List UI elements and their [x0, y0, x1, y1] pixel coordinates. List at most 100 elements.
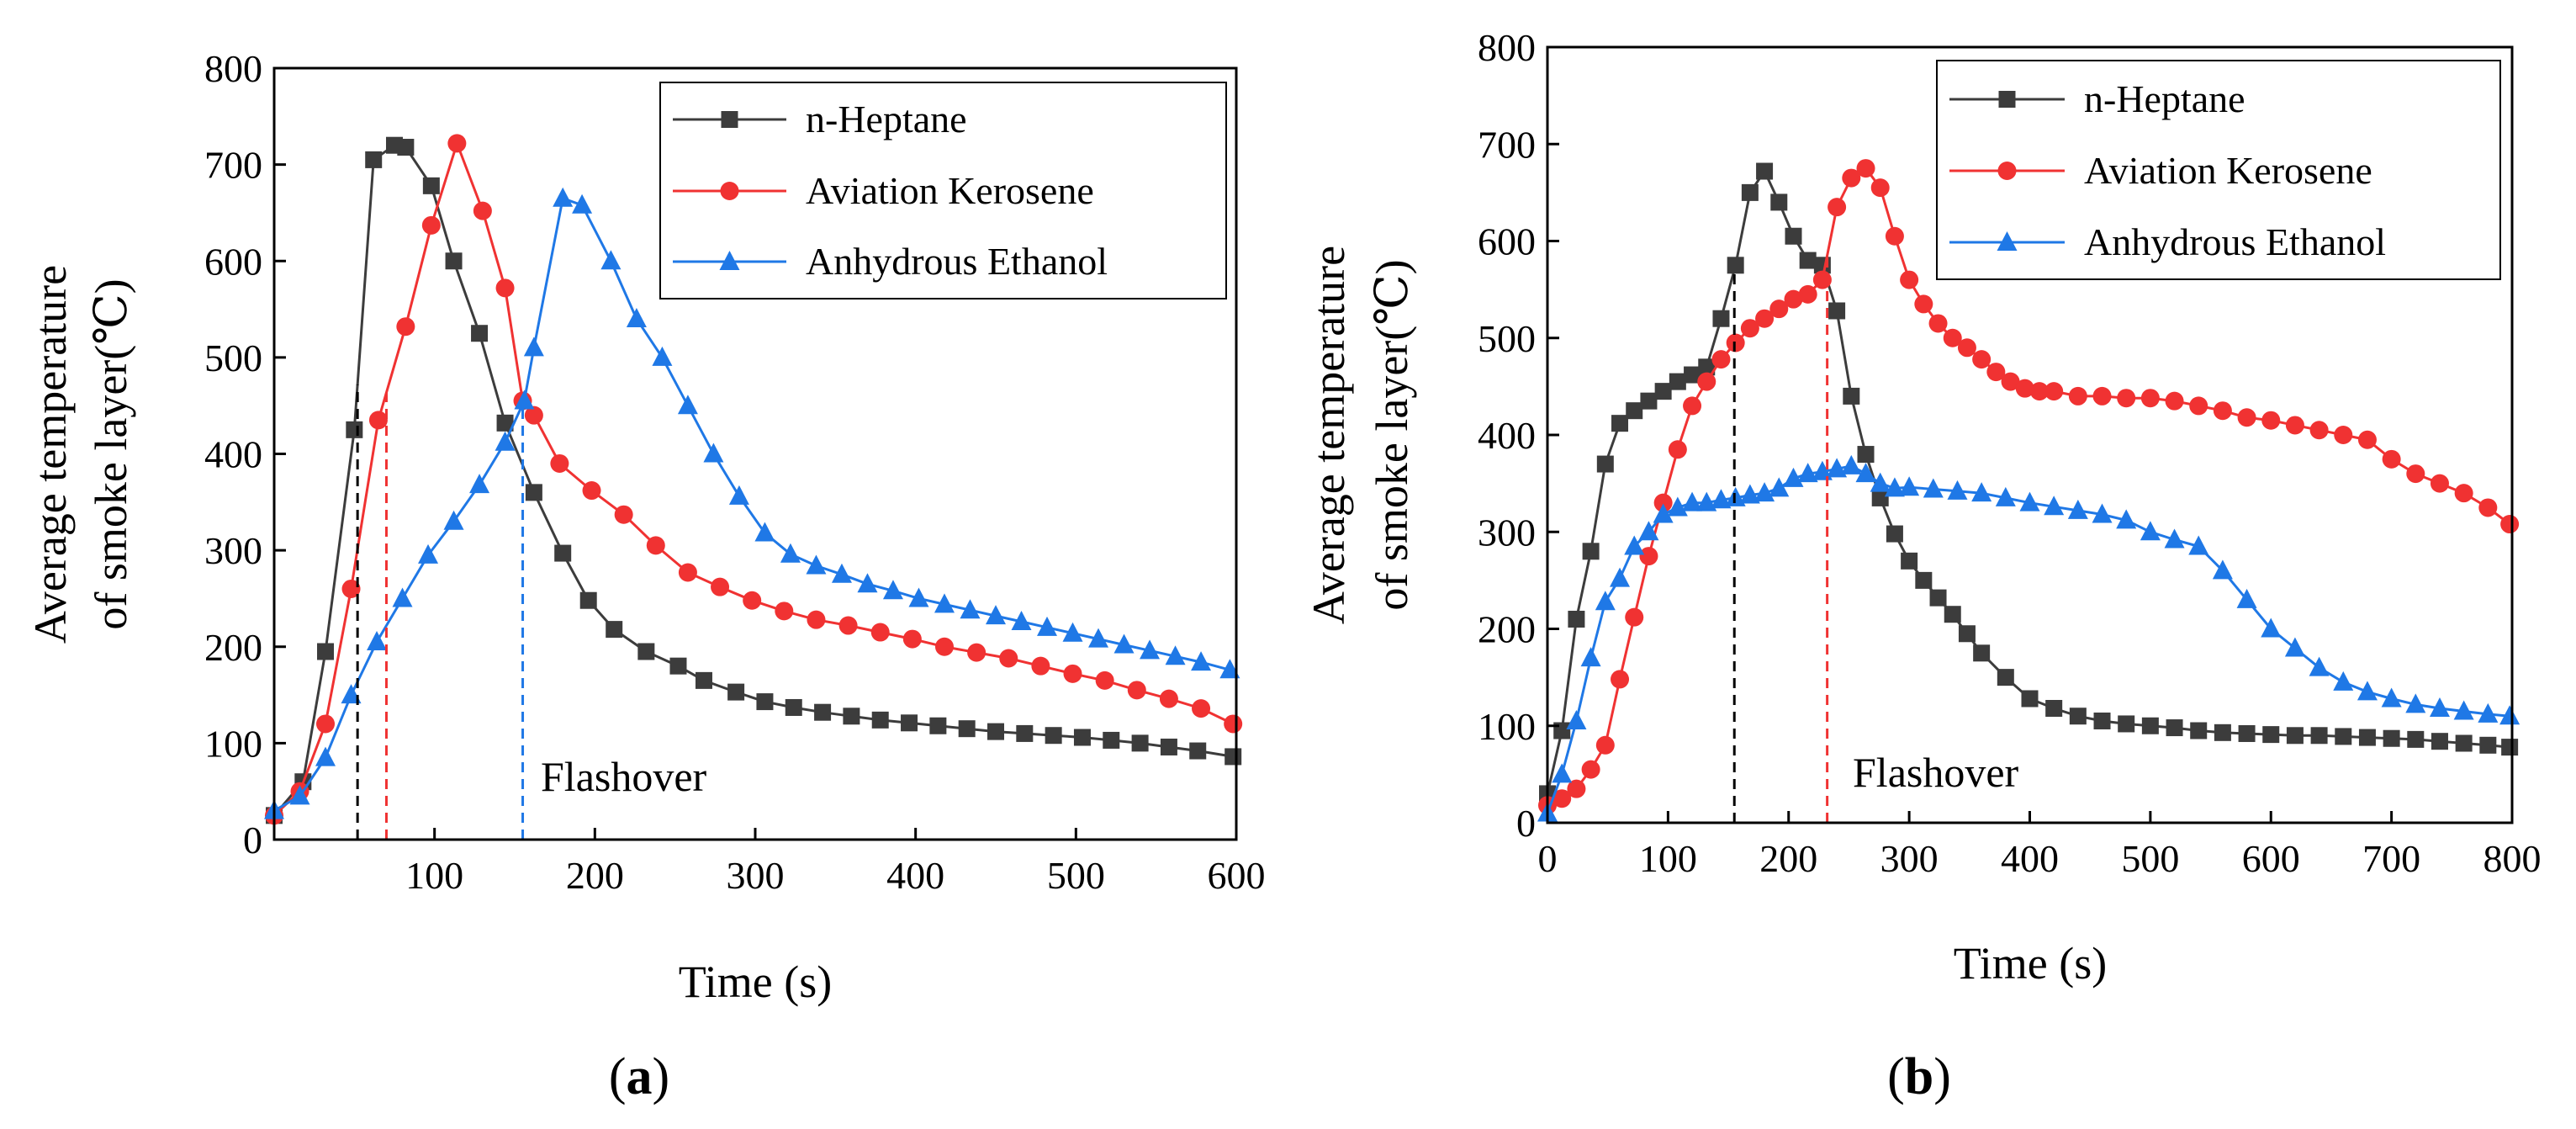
- chart-b-series-2-point: [1797, 463, 1818, 483]
- chart-b-series-2-point: [2333, 671, 2354, 691]
- chart-a-series-0-point: [1103, 731, 1120, 749]
- chart-b-series-1-point: [2500, 515, 2520, 534]
- chart-a-series-2-point: [289, 785, 310, 805]
- chart-b-series-1-point: [2044, 382, 2064, 401]
- chart-a-series-2-point: [600, 250, 622, 270]
- chart-b-series-0-point: [1654, 383, 1672, 400]
- chart-a-panel-letter: a: [627, 1048, 653, 1105]
- chart-b-annotation: Flashover: [1853, 749, 2019, 796]
- chart-a-series-0-point: [637, 643, 655, 660]
- chart-b-series-2-point: [2212, 559, 2233, 580]
- chart-b-series-2-point: [1783, 467, 1804, 487]
- chart-b-series-2-point: [1580, 647, 1601, 667]
- chart-b-series-1-point: [2382, 449, 2401, 469]
- chart-b-series-1-point: [1870, 178, 1890, 198]
- chart-b-series-0-point: [1785, 227, 1802, 245]
- chart-a-series-0-point: [958, 720, 976, 738]
- chart-b-series-0-point: [1828, 302, 1846, 320]
- chart-a-series-2-point: [908, 587, 929, 607]
- chart-a-series-1-line: [272, 139, 1234, 817]
- chart-a-series-1-point: [711, 577, 730, 596]
- chart-a-ytick-label: 800: [204, 47, 262, 90]
- chart-b-legend-marker-1: [1997, 162, 2017, 180]
- chart-a-ytick-label: 200: [204, 626, 262, 669]
- chart-a-series-1-point: [396, 317, 415, 337]
- chart-b-series-1-point: [2334, 426, 2353, 444]
- chart-a-series-1-point: [614, 505, 633, 524]
- chart-a-series-0-point: [579, 591, 597, 609]
- chart-a-series-2-point: [341, 684, 362, 704]
- chart-a-series-2-point: [315, 746, 336, 766]
- chart-a-series-2-point: [1037, 616, 1058, 636]
- chart-a-ytick-label: 0: [243, 819, 262, 861]
- chart-b-series-0-point: [2093, 712, 2111, 729]
- chart-a-series-1-point: [421, 215, 441, 235]
- chart-a-ylabel-line1: Average temperature: [25, 265, 76, 644]
- chart-a-series-1-point: [775, 602, 794, 621]
- chart-a-series-2-point: [728, 485, 749, 505]
- chart-b-series-1-point: [2261, 411, 2281, 430]
- chart-a-series-0-point: [397, 138, 415, 156]
- chart-a-series-1-point: [495, 278, 515, 298]
- chart-a-series-0-point: [1131, 734, 1149, 752]
- chart-b-series-0-point: [1756, 162, 1774, 180]
- chart-a-legend-markers: [673, 111, 786, 270]
- chart-b-series-1-point: [1856, 159, 1875, 178]
- chart-b-series-1-point: [2092, 386, 2112, 405]
- chart-b-series-0-point: [2069, 708, 2087, 725]
- chart-a-series-1-point: [341, 579, 361, 598]
- chart-b-xtick-label: 600: [2242, 837, 2300, 880]
- chart-a-ytick-label: 300: [204, 529, 262, 572]
- chart-b-series-0-point: [2214, 724, 2231, 741]
- chart-b-series-0-point: [2045, 700, 2063, 718]
- chart-b-series-2-point: [1739, 484, 1760, 504]
- chart-b-series-0-point: [1770, 193, 1788, 211]
- chart-b-panel-letter: b: [1905, 1048, 1933, 1105]
- chart-a-series-0-point: [814, 703, 832, 721]
- chart-b-series-1-point: [2237, 408, 2256, 427]
- chart-b-series-0-point: [2238, 724, 2256, 742]
- chart-b-series-1-point: [1798, 284, 1817, 304]
- chart-b-series-1-point: [2430, 474, 2449, 493]
- chart-a-series-2-point: [806, 554, 827, 575]
- chart-a-xtick-label: 100: [405, 854, 463, 897]
- chart-b-series-1-point: [2213, 401, 2232, 421]
- chart-b-series-2-point: [2405, 693, 2426, 713]
- chart-a-series-2-point: [1219, 659, 1240, 679]
- chart-b-ytick-label: 500: [1478, 317, 1536, 360]
- chart-b-series-2-point: [1610, 567, 1631, 587]
- chart-b-series-1-point: [1885, 226, 1904, 246]
- chart-a-series-2-point: [367, 631, 388, 651]
- chart-b-ytick-label: 300: [1478, 511, 1536, 554]
- chart-a-series-2-point: [1088, 628, 1109, 648]
- chart-a-series-1-point: [902, 629, 922, 649]
- chart-a-ytick-label: 400: [204, 433, 262, 476]
- chart-b-series-1-point: [2029, 382, 2049, 401]
- chart-b-series-0-point: [1901, 552, 1918, 570]
- chart-b-series-1-point: [2140, 389, 2160, 408]
- chart-a-series-0-point: [1160, 738, 1177, 755]
- chart-a-series-0-point: [901, 714, 918, 732]
- chart-a-legend-marker-1: [720, 182, 739, 200]
- chart-b-series-0-point: [2407, 730, 2425, 748]
- chart-a-series-2-point: [1011, 610, 1032, 630]
- chart-b-series-2-point: [2092, 503, 2113, 523]
- chart-b-series-1-point: [1928, 314, 1948, 333]
- chart-b-xtick-label: 300: [1880, 837, 1939, 880]
- chart-b-series-0-point: [2286, 727, 2304, 745]
- chart-b-series-2-point: [2356, 681, 2378, 701]
- chart-b-series-2-point: [1754, 482, 1775, 502]
- chart-b-series-1-point: [2165, 391, 2184, 411]
- chart-b-legend-marker-0: [1998, 91, 2016, 108]
- chart-b-series-2-point: [1711, 489, 1732, 509]
- chart-b-series-2-point: [1696, 491, 1717, 511]
- chart-b-xlabel: Time (s): [1954, 938, 2108, 989]
- chart-a-series-2-point: [1062, 622, 1083, 642]
- chart-a-series-2-point: [703, 443, 724, 463]
- chart-b-xtick-label: 200: [1759, 837, 1817, 880]
- chart-b-series-1-point: [1842, 168, 1861, 188]
- chart-b-series-0-point: [1944, 606, 1961, 623]
- chart-b-series-1-point: [2001, 372, 2020, 391]
- chart-b-series-2-point: [1667, 496, 1688, 517]
- chart-a-flashover-layer: [356, 384, 525, 840]
